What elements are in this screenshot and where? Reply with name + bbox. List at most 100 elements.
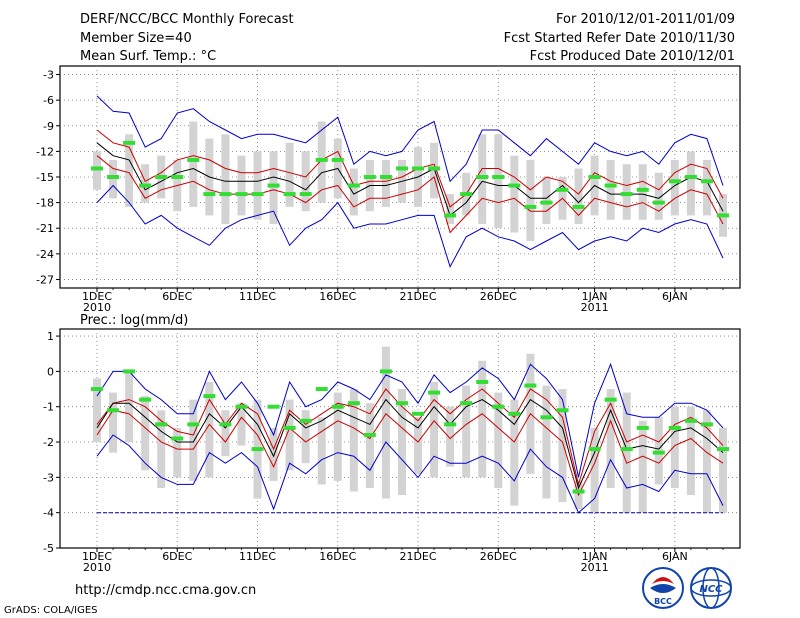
temp-range-box bbox=[237, 155, 246, 216]
temp-panel-label: Mean Surf. Temp.: °C bbox=[80, 49, 217, 64]
temp-obs-marker bbox=[379, 175, 392, 179]
prec-obs-marker bbox=[540, 415, 553, 420]
prec-obs-marker bbox=[379, 369, 392, 374]
temp-y-tick-label: -6 bbox=[43, 94, 54, 107]
prec-obs-marker bbox=[636, 425, 649, 430]
bcc-logo: BCC bbox=[642, 567, 684, 609]
temp-obs-marker bbox=[412, 166, 425, 171]
temp-x-tick-label: 16DEC bbox=[319, 290, 356, 303]
temp-range-box bbox=[125, 134, 134, 207]
prec-range-box bbox=[622, 392, 631, 513]
ncc-logo: NCC bbox=[690, 567, 732, 609]
temp-range-box bbox=[494, 134, 503, 229]
temp-range-box bbox=[702, 159, 711, 216]
prec-range-box bbox=[141, 396, 150, 471]
temp-range-box bbox=[269, 151, 278, 224]
prec-y-tick-label: -2 bbox=[43, 436, 54, 449]
forecast-period: For 2010/12/01-2011/01/09 bbox=[556, 12, 735, 27]
prec-obs-marker bbox=[572, 489, 585, 494]
prec-range-box bbox=[189, 399, 198, 481]
prec-range-box bbox=[397, 389, 406, 496]
temp-obs-marker bbox=[508, 183, 521, 188]
prec-x-tick-label: 21DEC bbox=[399, 550, 436, 563]
temp-obs-marker bbox=[283, 192, 296, 197]
temp-y-tick-label: -24 bbox=[36, 248, 54, 261]
temp-obs-marker bbox=[139, 183, 152, 188]
prec-obs-marker bbox=[267, 404, 280, 409]
prec-obs-marker bbox=[91, 387, 103, 392]
prec-range-box bbox=[109, 392, 118, 453]
prec-obs-marker bbox=[620, 447, 633, 452]
prec-series-upper bbox=[96, 388, 724, 487]
temp-obs-marker bbox=[267, 183, 280, 188]
temp-y-tick-label: -15 bbox=[36, 171, 54, 184]
prec-range-box bbox=[510, 399, 519, 506]
prec-range-box bbox=[237, 403, 246, 446]
temp-range-box bbox=[349, 168, 358, 216]
prec-range-box bbox=[365, 403, 374, 488]
prec-range-box bbox=[670, 406, 679, 488]
prec-series-mean bbox=[96, 398, 724, 490]
temp-obs-marker bbox=[476, 175, 489, 179]
temp-obs-marker bbox=[235, 192, 248, 197]
prec-range-box bbox=[542, 385, 551, 499]
bcc-logo-swirl-red bbox=[652, 577, 674, 584]
member-size: Member Size=40 bbox=[80, 31, 192, 46]
temp-obs-marker bbox=[492, 175, 505, 179]
temp-obs-marker bbox=[395, 166, 408, 171]
temp-series-max bbox=[96, 95, 724, 186]
prec-obs-marker bbox=[508, 411, 521, 416]
temp-y-tick-label: -18 bbox=[36, 197, 54, 210]
temp-range-box bbox=[253, 151, 262, 220]
prec-obs-marker bbox=[123, 369, 136, 374]
prec-y-tick-label: -5 bbox=[43, 542, 54, 555]
grads-credit: GrADS: COLA/IGES bbox=[4, 605, 98, 616]
temp-obs-marker bbox=[251, 192, 264, 197]
prec-x-tick-label: 1DEC bbox=[82, 550, 112, 563]
temp-x-tick-year: 2010 bbox=[83, 301, 111, 314]
temp-obs-marker bbox=[203, 192, 216, 197]
prec-obs-marker bbox=[588, 447, 601, 452]
prec-range-box bbox=[381, 346, 390, 499]
temp-obs-marker bbox=[299, 192, 312, 197]
temp-y-tick-label: -9 bbox=[43, 120, 54, 133]
prec-obs-marker bbox=[652, 450, 665, 455]
prec-range-box bbox=[430, 381, 439, 478]
temp-obs-marker bbox=[444, 213, 457, 218]
temp-y-tick-label: -21 bbox=[36, 222, 54, 235]
temp-y-tick-label: -27 bbox=[36, 273, 54, 286]
prec-obs-marker bbox=[412, 411, 425, 416]
prec-obs-marker bbox=[492, 404, 505, 409]
temp-obs-marker bbox=[540, 200, 553, 205]
prec-obs-marker bbox=[428, 390, 441, 395]
temp-obs-marker bbox=[652, 200, 665, 205]
prec-range-box bbox=[93, 378, 101, 443]
temp-range-box bbox=[542, 177, 551, 224]
temp-y-tick-label: -12 bbox=[36, 145, 54, 158]
temp-series-mean bbox=[96, 142, 724, 217]
temp-obs-marker bbox=[315, 157, 328, 162]
prec-obs-marker bbox=[251, 447, 264, 452]
temp-range-box bbox=[478, 134, 487, 224]
prec-obs-marker bbox=[444, 422, 457, 427]
prec-x-tick-year: 2011 bbox=[581, 561, 609, 574]
temp-range-box bbox=[654, 172, 663, 220]
temp-range-box bbox=[622, 164, 631, 220]
bcc-logo-text: BCC bbox=[654, 597, 672, 606]
prec-range-box bbox=[686, 406, 695, 496]
prec-range-box bbox=[719, 427, 727, 513]
prec-obs-marker bbox=[524, 383, 537, 388]
temp-obs-marker bbox=[556, 187, 569, 192]
temp-range-box bbox=[93, 151, 101, 190]
prec-obs-marker bbox=[395, 401, 408, 406]
temp-range-box bbox=[141, 164, 150, 203]
prec-y-tick-label: -3 bbox=[43, 471, 54, 484]
prec-series-min bbox=[96, 434, 724, 514]
prec-x-tick-label: 6JAN bbox=[662, 550, 688, 563]
temp-range-box bbox=[574, 168, 583, 224]
prec-obs-marker bbox=[476, 379, 489, 384]
prec-obs-marker bbox=[299, 418, 312, 423]
temp-x-tick-label: 11DEC bbox=[239, 290, 276, 303]
prec-obs-marker bbox=[347, 401, 360, 406]
source-url[interactable]: http://cmdp.ncc.cma.gov.cn bbox=[75, 583, 257, 598]
